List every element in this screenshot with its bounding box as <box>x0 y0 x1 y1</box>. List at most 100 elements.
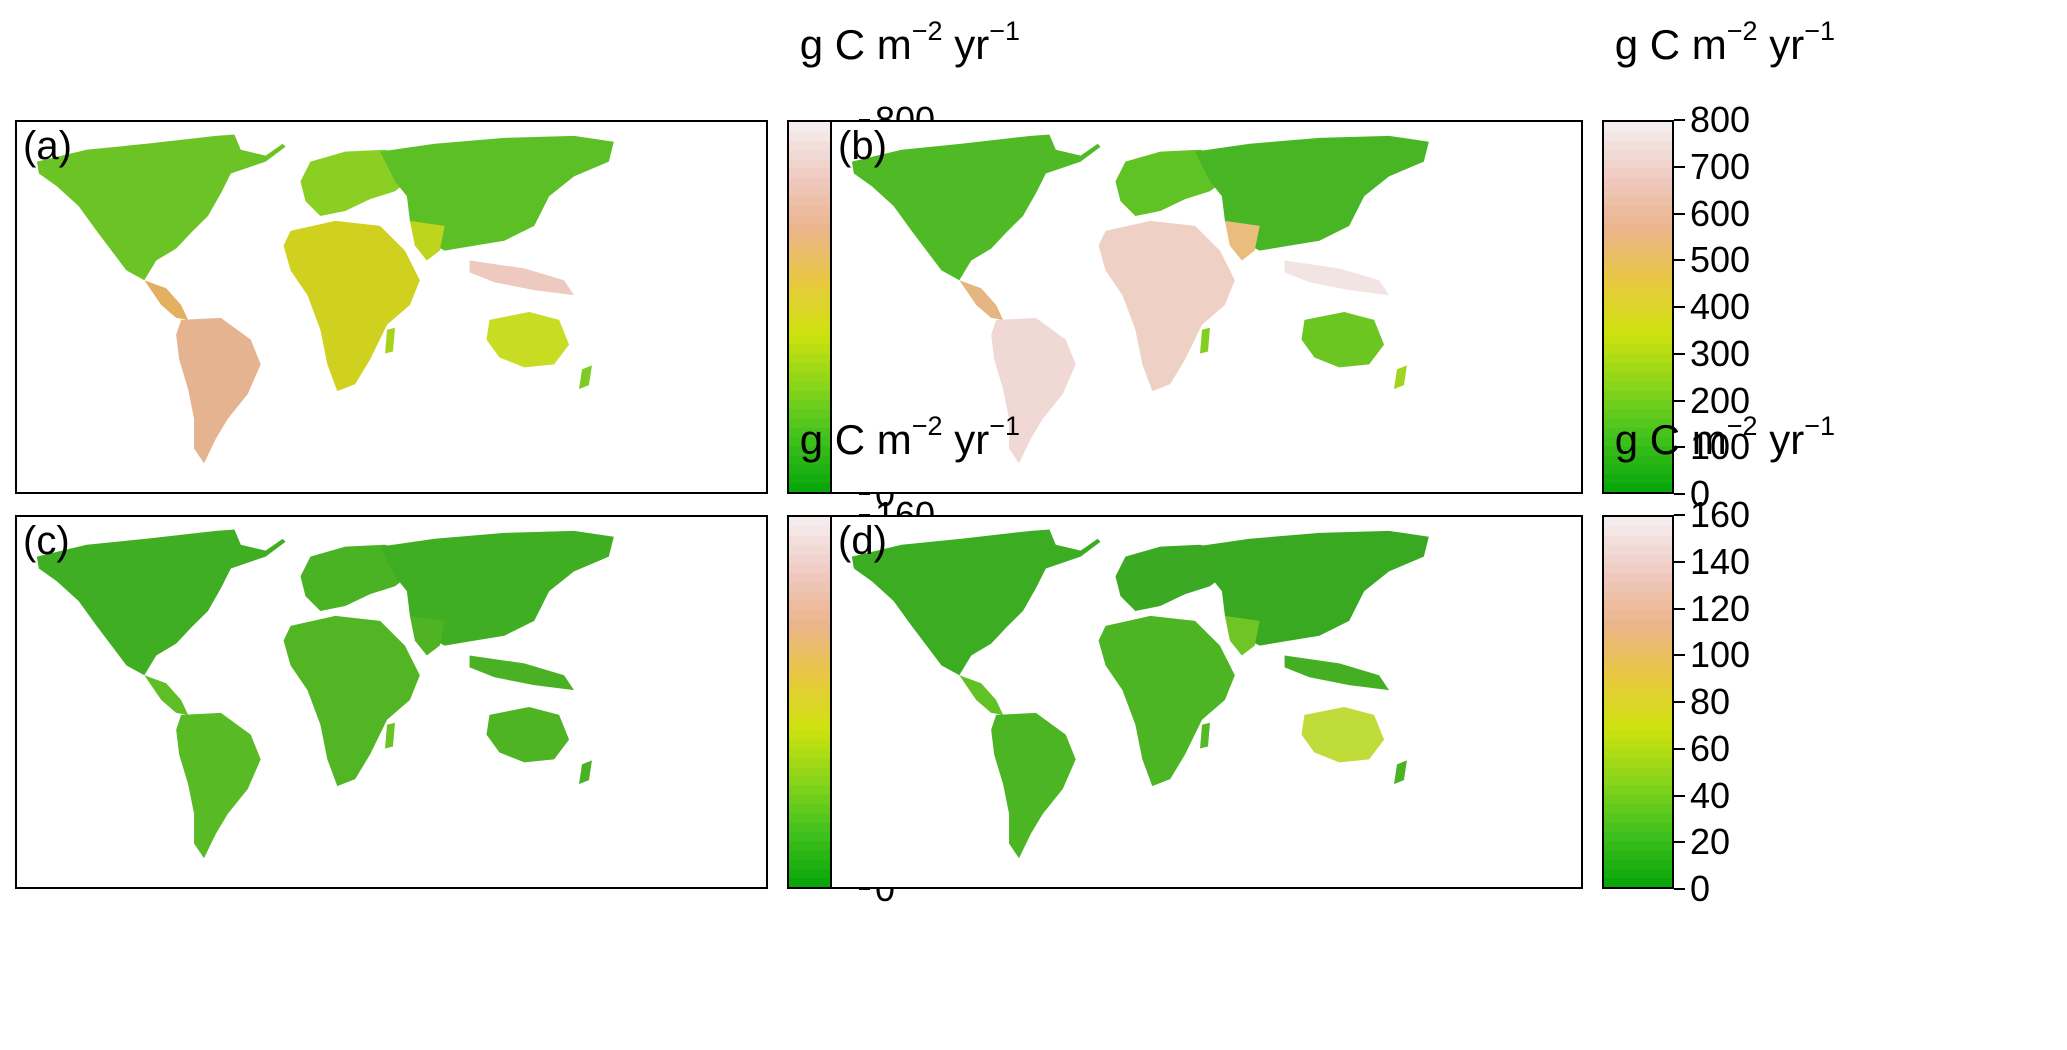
colorbar-band <box>1604 526 1672 536</box>
colorbar-band <box>1604 390 1672 400</box>
tick-label: 0 <box>1690 868 1711 909</box>
landmass-se-asia-islands <box>469 260 575 296</box>
colorbar-ticks: 0 20 40 60 80 100 120 140 160 <box>1674 496 1844 908</box>
colorbar-band <box>789 683 857 694</box>
colorbar-band <box>789 205 857 215</box>
colorbar-band <box>1604 445 1672 456</box>
panel-a: g C m−2 yr−1 (a) 01002003004005006007008… <box>0 0 1030 520</box>
landmass-madagascar <box>385 722 395 749</box>
colorbar-band <box>1604 334 1672 345</box>
colorbar-band <box>789 223 857 234</box>
colorbar-band <box>1604 535 1672 546</box>
colorbar-band <box>789 242 857 252</box>
colorbar-unit-label: g C m−2 yr−1 <box>1614 16 1835 68</box>
landmass-madagascar <box>1200 327 1210 354</box>
landmass-australia <box>1301 311 1385 368</box>
landmass-africa <box>1098 220 1235 392</box>
colorbar-band <box>789 591 857 601</box>
colorbar-band <box>789 776 857 786</box>
colorbar-band <box>1604 214 1672 225</box>
colorbar-band <box>1604 840 1672 851</box>
landmass-greenland <box>1045 518 1101 551</box>
colorbar-band <box>1604 186 1672 197</box>
colorbar <box>1602 515 1674 889</box>
tick-label: 100 <box>1690 426 1751 468</box>
colorbar-band <box>789 344 857 354</box>
tick-label: 20 <box>1690 821 1731 863</box>
colorbar-band <box>1604 766 1672 777</box>
colorbar-band <box>789 729 857 740</box>
colorbar-band <box>789 581 857 592</box>
colorbar-band <box>1604 177 1672 188</box>
colorbar-band <box>789 214 857 225</box>
colorbar-band <box>1604 270 1672 280</box>
colorbar-band <box>1604 813 1672 823</box>
colorbar-band <box>789 436 857 447</box>
landmass-greenland <box>230 123 286 156</box>
landmass-central-america <box>144 675 189 715</box>
colorbar-band <box>1604 563 1672 573</box>
colorbar-band <box>1604 637 1672 647</box>
colorbar-band <box>1604 859 1672 869</box>
tick-mark <box>1674 514 1685 516</box>
colorbar-band <box>789 325 857 336</box>
colorbar-band <box>789 794 857 805</box>
tick-label: 100 <box>1690 634 1751 676</box>
colorbar-band <box>789 665 857 675</box>
colorbar-band <box>1604 436 1672 447</box>
colorbar-band <box>1604 517 1672 527</box>
tick-label: 160 <box>1690 494 1751 535</box>
landmass-india <box>409 615 445 656</box>
colorbar-band <box>1604 140 1672 151</box>
tick-mark <box>1674 119 1685 121</box>
tick-mark <box>1674 888 1685 890</box>
tick-mark <box>1674 747 1685 750</box>
landmass-south-america <box>991 317 1076 464</box>
landmass-central-america <box>144 280 189 320</box>
colorbar-band <box>789 859 857 869</box>
colorbar-band <box>1604 831 1672 842</box>
tick-mark <box>1674 165 1685 168</box>
colorbar-band <box>789 149 857 160</box>
landmass-asia <box>1195 530 1429 646</box>
colorbar-band <box>1604 316 1672 326</box>
colorbar-band <box>789 526 857 536</box>
tick-label: 400 <box>1690 286 1751 327</box>
colorbar-band <box>789 168 857 178</box>
colorbar-band <box>789 757 857 768</box>
landmass-south-america <box>176 712 261 859</box>
landmass-africa <box>283 220 420 392</box>
tick-mark <box>1674 259 1685 262</box>
colorbar-band <box>789 482 857 492</box>
colorbar-band <box>1604 674 1672 684</box>
colorbar-band <box>1604 131 1672 141</box>
tick-label: 0 <box>1690 473 1711 514</box>
colorbar-band <box>1604 408 1672 419</box>
landmass-new-zealand <box>578 365 592 390</box>
landmass-new-zealand <box>1393 365 1407 390</box>
colorbar-band <box>1604 803 1672 814</box>
colorbar-band <box>789 655 857 666</box>
colorbar-band <box>1604 149 1672 160</box>
colorbar-band <box>789 646 857 657</box>
landmass-central-america <box>959 675 1004 715</box>
landmass-north-america <box>36 131 286 281</box>
landmass-madagascar <box>1200 722 1210 749</box>
colorbar-band <box>789 572 857 583</box>
map-frame: (d) <box>830 515 1583 889</box>
colorbar-band <box>1604 223 1672 234</box>
landmass-se-asia-islands <box>1284 260 1390 296</box>
colorbar-band <box>1604 122 1672 132</box>
colorbar-band <box>789 637 857 647</box>
colorbar-gradient <box>1604 517 1672 887</box>
colorbar-band <box>789 399 857 410</box>
colorbar-band <box>1604 757 1672 768</box>
tick-mark <box>1674 352 1685 355</box>
colorbar-band <box>789 186 857 197</box>
map-frame: (c) <box>15 515 768 889</box>
colorbar-band <box>1604 776 1672 786</box>
colorbar-band <box>1604 159 1672 169</box>
colorbar-band <box>1604 618 1672 629</box>
landmass-india <box>1224 615 1260 656</box>
